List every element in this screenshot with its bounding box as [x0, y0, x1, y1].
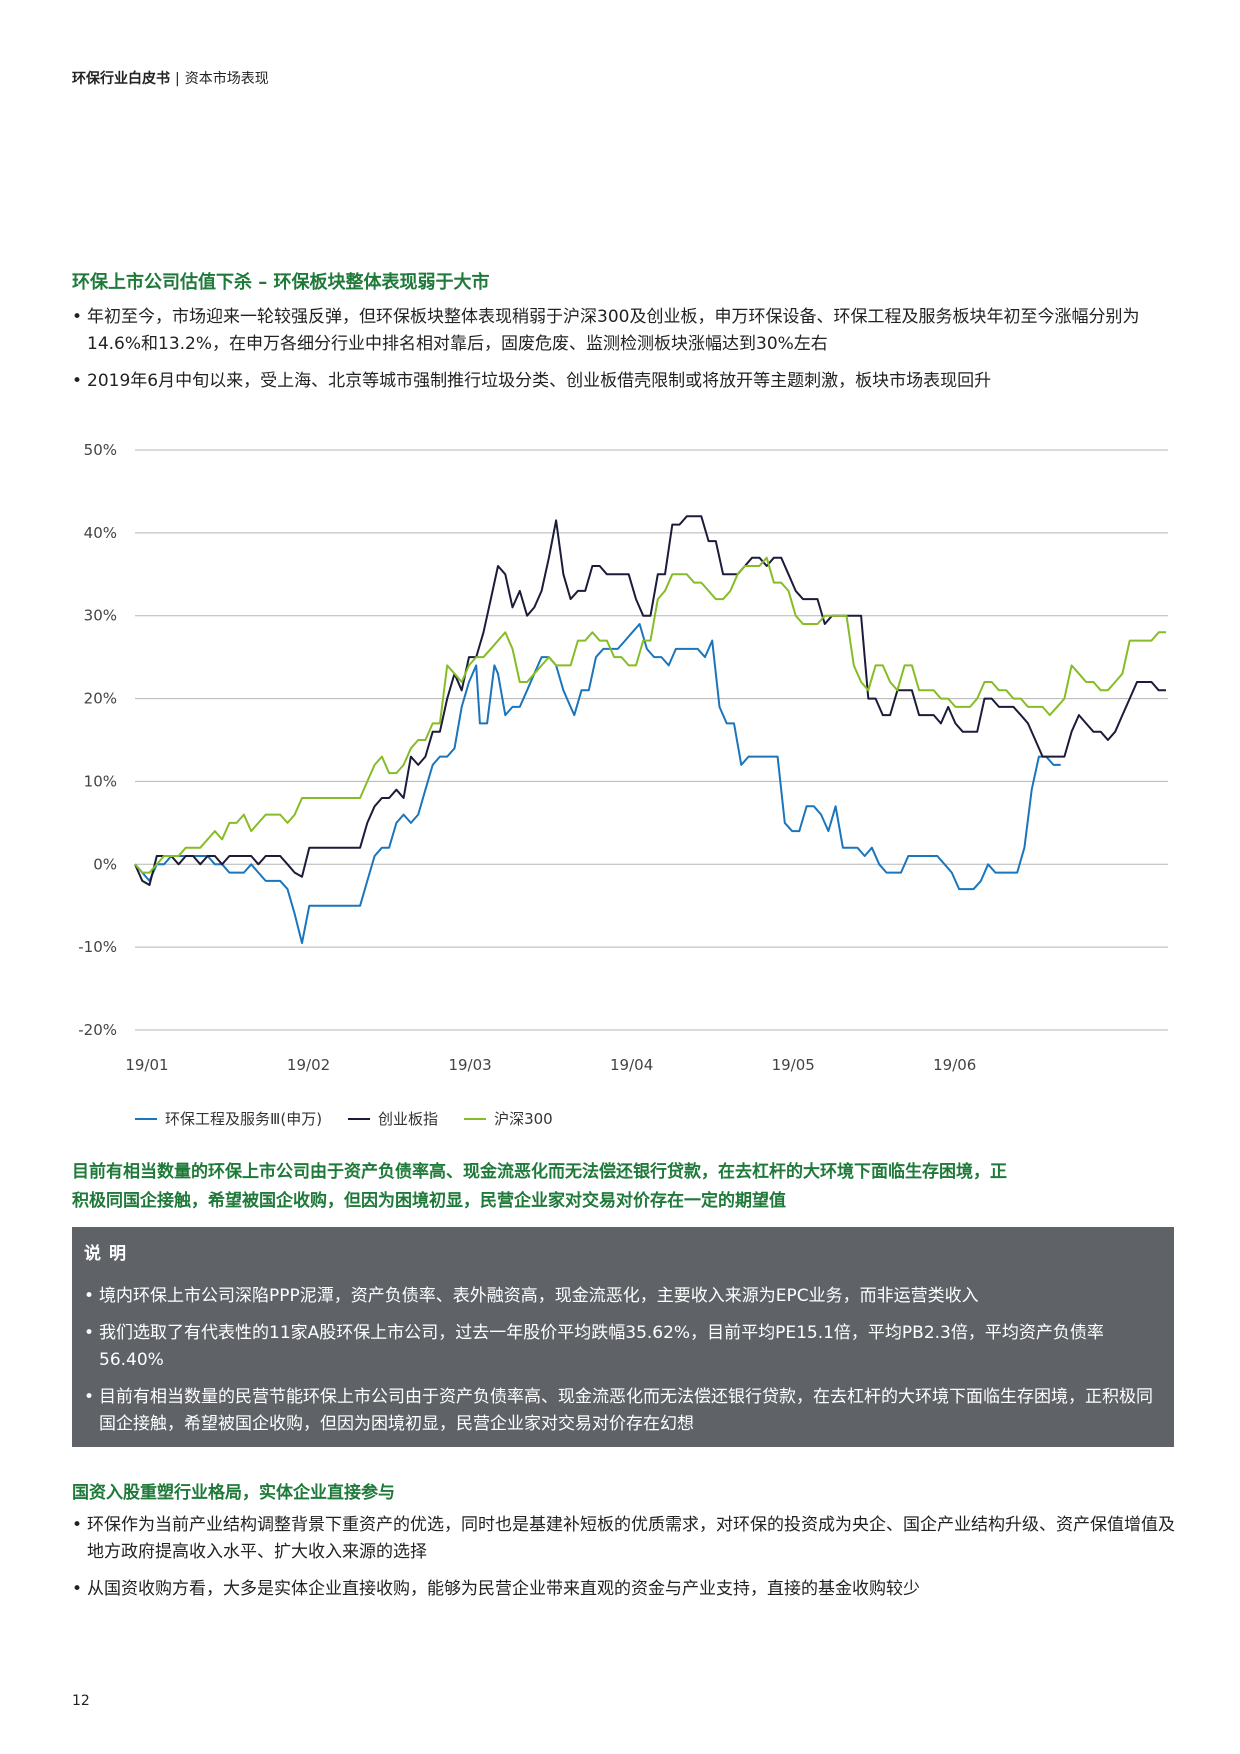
y-tick-label: 20%	[84, 690, 117, 708]
note-box: 说明 境内环保上市公司深陷PPP泥潭，资产负债率、表外融资高，现金流恶化，主要收…	[72, 1227, 1174, 1447]
y-tick-label: 40%	[84, 524, 117, 542]
section3-title: 国资入股重塑行业格局，实体企业直接参与	[72, 1483, 395, 1503]
legend-item-series1: 创业板指	[348, 1108, 438, 1129]
legend-swatch	[135, 1117, 157, 1120]
series-line-0	[134, 623, 1061, 944]
bullet: 从国资收购方看，大多是实体企业直接收购，能够为民营企业带来直观的资金与产业支持，…	[72, 1576, 1182, 1603]
legend-label: 创业板指	[378, 1110, 439, 1128]
note-bullet: 我们选取了有代表性的11家A股环保上市公司，过去一年股价平均跌幅35.62%，目…	[84, 1320, 1164, 1374]
series-line-1	[134, 515, 1166, 886]
x-tick-label: 19/06	[933, 1056, 976, 1074]
series-line-2	[134, 556, 1166, 874]
legend-item-series0: 环保工程及服务Ⅲ(申万)	[135, 1108, 322, 1129]
note-title: 说明	[84, 1244, 134, 1264]
page-header: 环保行业白皮书 | 资本市场表现	[72, 68, 269, 88]
section2-title: 目前有相当数量的环保上市公司由于资产负债率高、现金流恶化而无法偿还银行贷款，在去…	[72, 1158, 1182, 1216]
legend-item-series2: 沪深300	[464, 1108, 553, 1129]
y-tick-label: 0%	[93, 855, 117, 873]
section3-bullets: 环保作为当前产业结构调整背景下重资产的优选，同时也是基建补短板的优质需求，对环保…	[72, 1512, 1182, 1613]
x-tick-label: 19/02	[287, 1056, 330, 1074]
section-name: 资本市场表现	[184, 71, 269, 87]
bullet: 环保作为当前产业结构调整背景下重资产的优选，同时也是基建补短板的优质需求，对环保…	[72, 1512, 1182, 1566]
legend-label: 沪深300	[494, 1110, 553, 1128]
legend-swatch	[348, 1117, 371, 1120]
y-tick-label: 10%	[84, 772, 117, 790]
section1-bullets: 年初至今，市场迎来一轮较强反弹，但环保板块整体表现稍弱于沪深300及创业板，申万…	[72, 304, 1182, 405]
note-bullet: 目前有相当数量的民营节能环保上市公司由于资产负债率高、现金流恶化而无法偿还银行贷…	[84, 1384, 1164, 1438]
section2-title-line2: 积极同国企接触，希望被国企收购，但因为困境初显，民营企业家对交易对价存在一定的期…	[72, 1191, 786, 1211]
chart-legend: 环保工程及服务Ⅲ(申万) 创业板指 沪深300	[135, 1108, 579, 1129]
y-tick-label: -20%	[78, 1021, 117, 1039]
y-tick-label: 50%	[84, 441, 117, 459]
y-tick-label: 30%	[84, 607, 117, 625]
section2-title-line1: 目前有相当数量的环保上市公司由于资产负债率高、现金流恶化而无法偿还银行贷款，在去…	[72, 1162, 1007, 1182]
legend-label: 环保工程及服务Ⅲ(申万)	[165, 1110, 323, 1128]
x-tick-label: 19/05	[772, 1056, 815, 1074]
x-tick-label: 19/01	[125, 1056, 168, 1074]
note-bullets: 境内环保上市公司深陷PPP泥潭，资产负债率、表外融资高，现金流恶化，主要收入来源…	[84, 1283, 1164, 1448]
section1-title: 环保上市公司估值下杀 – 环保板块整体表现弱于大市	[72, 272, 490, 293]
y-tick-label: -10%	[78, 938, 117, 956]
report-title: 环保行业白皮书	[72, 71, 170, 87]
bullet: 年初至今，市场迎来一轮较强反弹，但环保板块整体表现稍弱于沪深300及创业板，申万…	[72, 304, 1182, 358]
legend-swatch	[464, 1117, 487, 1120]
x-tick-label: 19/04	[610, 1056, 653, 1074]
x-tick-label: 19/03	[448, 1056, 491, 1074]
line-chart: 50% 40% 30% 20% 10% 0% -10% -20% 19/01 19/02 19/03…	[78, 441, 1168, 1074]
header-separator: |	[175, 71, 180, 87]
note-bullet: 境内环保上市公司深陷PPP泥潭，资产负债率、表外融资高，现金流恶化，主要收入来源…	[84, 1283, 1164, 1310]
bullet: 2019年6月中旬以来，受上海、北京等城市强制推行垃圾分类、创业板借壳限制或将放…	[72, 368, 1182, 395]
page-number: 12	[72, 1693, 90, 1709]
